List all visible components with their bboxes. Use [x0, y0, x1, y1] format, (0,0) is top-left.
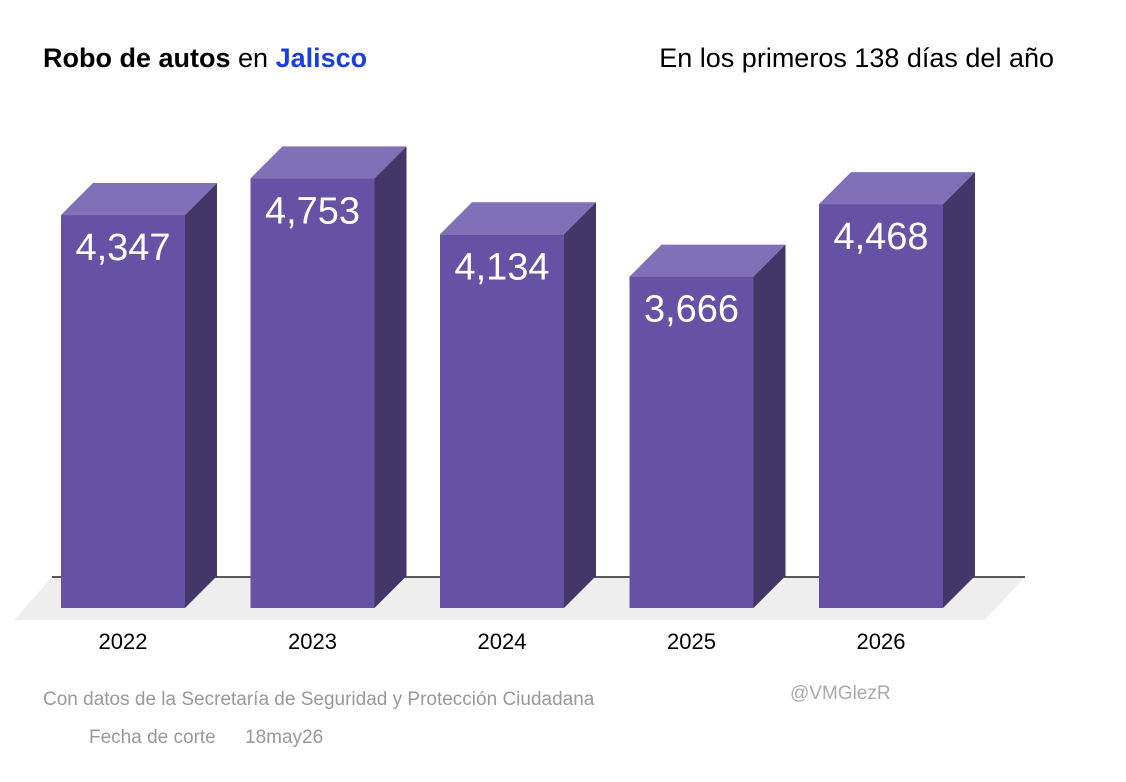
credit: @VMGlezR [790, 683, 891, 704]
x-tick-label: 2024 [478, 629, 527, 654]
bar-side [564, 202, 596, 608]
bar-side [374, 146, 407, 608]
cut-date: 18may26 [245, 727, 323, 748]
x-tick-label: 2023 [288, 629, 337, 654]
bar [819, 204, 943, 608]
bar-top [440, 202, 596, 235]
chart-subtitle: En los primeros 138 días del año [659, 43, 1054, 73]
source-note: Con datos de la Secretaría de Seguridad … [43, 689, 595, 710]
value-label: 4,347 [75, 227, 170, 269]
bar [250, 178, 375, 608]
x-tick-label: 2026 [857, 629, 906, 654]
bar-side [943, 172, 975, 608]
bar-top [61, 183, 217, 216]
title-part: Jalisco [276, 43, 368, 73]
chart-title: Robo de autos en Jalisco [43, 43, 367, 73]
value-label: 3,666 [644, 289, 739, 331]
bar-top [819, 172, 975, 205]
bars: 4,347 2022 4,753 2023 4,134 2024 3,666 2025 4,46… [61, 146, 975, 654]
bar [629, 276, 754, 608]
value-label: 4,753 [265, 190, 360, 232]
bar [61, 215, 185, 609]
bar-top [250, 146, 407, 179]
cut-date-label: Fecha de corte [89, 727, 216, 748]
x-tick-label: 2025 [667, 629, 716, 654]
bar [440, 234, 564, 608]
x-tick-label: 2022 [99, 629, 148, 654]
value-label: 4,468 [833, 216, 928, 258]
value-label: 4,134 [454, 246, 549, 288]
bar-side [185, 183, 217, 609]
bar-side [753, 244, 786, 608]
bar-top [629, 244, 786, 277]
title-part: Robo de autos [43, 43, 231, 73]
title-part: en [238, 43, 268, 73]
